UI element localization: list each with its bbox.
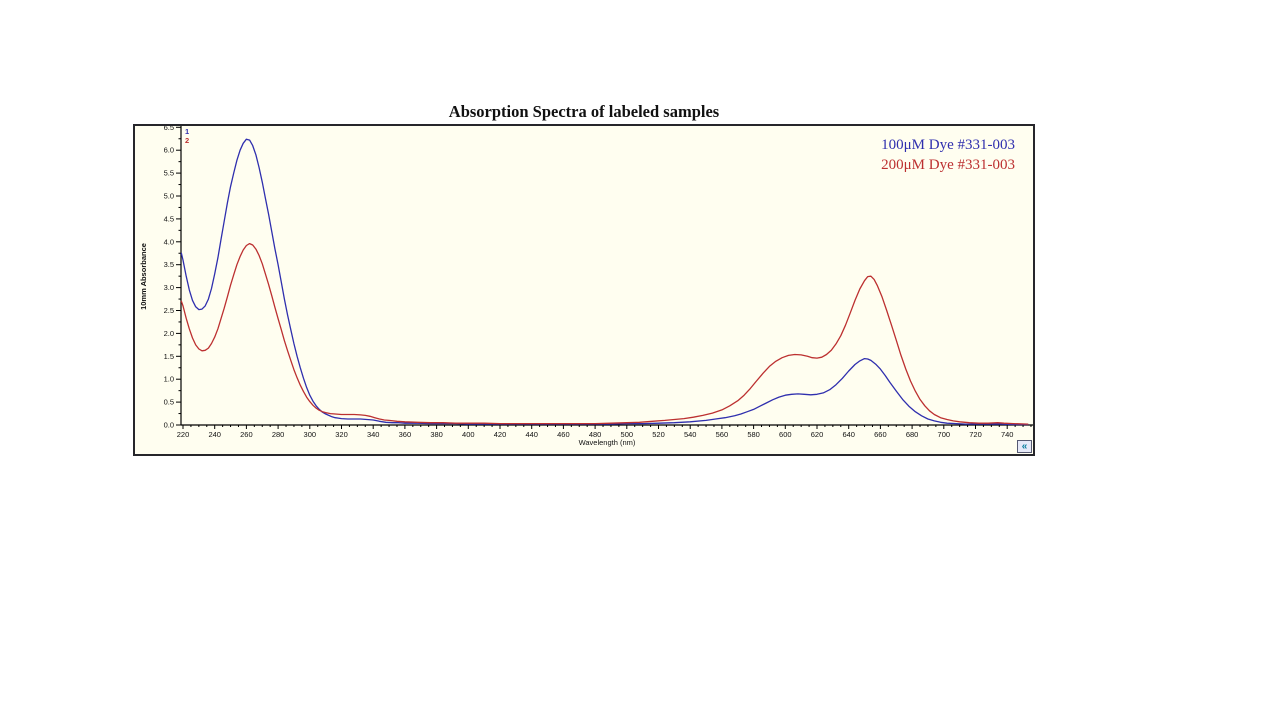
tick-label: 540	[684, 430, 697, 439]
collapse-panel-button[interactable]: «	[1017, 440, 1032, 453]
tick-label: 1	[185, 127, 189, 136]
tick-label: 380	[430, 430, 443, 439]
tick-label: 360	[399, 430, 412, 439]
tick-label: 560	[716, 430, 729, 439]
tick-label: 300	[304, 430, 317, 439]
tick-label: 660	[874, 430, 887, 439]
tick-label: 480	[589, 430, 602, 439]
tick-label: 400	[462, 430, 475, 439]
tick-label: 4.0	[164, 237, 174, 246]
tick-label: 260	[240, 430, 253, 439]
tick-label: 720	[969, 430, 982, 439]
tick-label: 460	[557, 430, 570, 439]
tick-label: 2.5	[164, 306, 174, 315]
tick-label: 580	[747, 430, 760, 439]
tick-label: 420	[494, 430, 507, 439]
chart-frame: 220 240 260 280 300 320 340 360 380 400 420 440 460 4…	[133, 124, 1035, 456]
legend-entry-series-1: 100μM Dye #331-003	[881, 137, 1015, 153]
legend-entry-series-2: 200μM Dye #331-003	[881, 157, 1015, 173]
tick-label: 6.0	[164, 146, 174, 155]
tick-label: 1.0	[164, 375, 174, 384]
tick-label: 6.5	[164, 126, 174, 132]
tick-label: 340	[367, 430, 380, 439]
tick-label: 2	[185, 136, 189, 145]
tick-label: 700	[938, 430, 951, 439]
tick-label: 1.5	[164, 352, 174, 361]
tick-label: 240	[208, 430, 221, 439]
tick-label: 320	[335, 430, 348, 439]
tick-label: 3.0	[164, 283, 174, 292]
y-axis-label: 10mm Absorbance	[138, 242, 148, 310]
series-line-1	[180, 138, 1029, 426]
tick-label: 620	[811, 430, 824, 439]
tick-label: 740	[1001, 430, 1014, 439]
series-line-2	[180, 242, 1029, 425]
tick-label: 0.0	[164, 421, 174, 430]
chart-title: Absorption Spectra of labeled samples	[448, 102, 720, 121]
tick-label: 3.5	[164, 260, 174, 269]
tick-label: 0.5	[164, 398, 174, 407]
tick-label: 5.5	[164, 169, 174, 178]
tick-label: 600	[779, 430, 792, 439]
x-axis-label: Wavelength (nm)	[578, 438, 636, 447]
tick-label: 2.0	[164, 329, 174, 338]
tick-label: 500	[621, 430, 634, 439]
tick-label: 520	[652, 430, 665, 439]
tick-label: 640	[842, 430, 855, 439]
legend: 100μM Dye #331-003 200μM Dye #331-003	[881, 135, 1015, 175]
tick-label: 5.0	[164, 192, 174, 201]
tick-label: 680	[906, 430, 919, 439]
tick-label: 440	[525, 430, 538, 439]
tick-label: 280	[272, 430, 285, 439]
tick-label: 220	[177, 430, 190, 439]
plot-area: 220 240 260 280 300 320 340 360 380 400 420 440 460 4…	[164, 126, 1033, 439]
tick-label: 4.5	[164, 214, 174, 223]
